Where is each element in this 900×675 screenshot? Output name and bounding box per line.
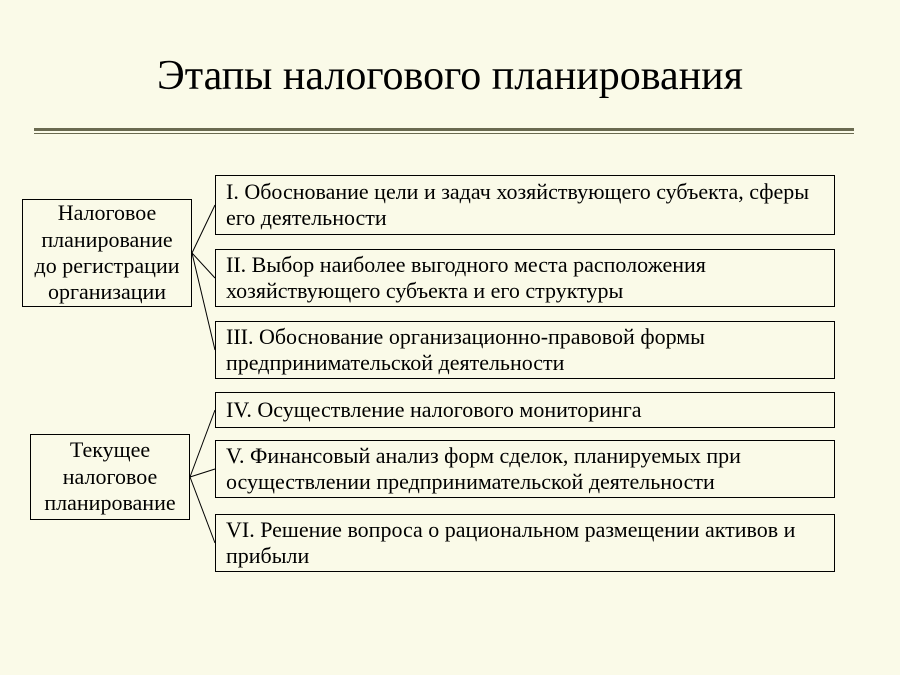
stage-box-r4: IV. Осуществление налогового мониторинга (215, 392, 835, 428)
connector-line-5 (190, 477, 215, 543)
stage-box-r4-label: IV. Осуществление налогового мониторинга (226, 397, 642, 423)
stage-box-r2-label: II. Выбор наиболее выгодного места распо… (226, 252, 824, 305)
connector-line-3 (190, 410, 215, 477)
stage-box-r5: V. Финансовый анализ форм сделок, планир… (215, 440, 835, 498)
stage-box-r6: VI. Решение вопроса о рациональном разме… (215, 514, 835, 572)
stage-box-r3-label: III. Обоснование организационно-правовой… (226, 324, 824, 377)
divider-line-thin (34, 133, 854, 134)
stage-box-r6-label: VI. Решение вопроса о рациональном разме… (226, 517, 824, 570)
connector-line-0 (192, 205, 215, 253)
divider-line-thick (34, 128, 854, 131)
stage-box-r1: I. Обоснование цели и задач хозяйствующе… (215, 175, 835, 235)
stage-box-r1-label: I. Обоснование цели и задач хозяйствующе… (226, 179, 824, 232)
phase-box-left1: Налоговое планирование до регистрации ор… (22, 199, 192, 307)
stage-box-r5-label: V. Финансовый анализ форм сделок, планир… (226, 443, 824, 496)
title-divider (34, 128, 854, 134)
phase-box-left1-label: Налоговое планирование до регистрации ор… (29, 200, 185, 306)
phase-box-left2-label: Текущее налоговое планирование (37, 437, 183, 516)
connector-line-4 (190, 469, 215, 477)
slide-title: Этапы налогового планирования (0, 52, 900, 100)
phase-box-left2: Текущее налоговое планирование (30, 434, 190, 520)
stage-box-r3: III. Обоснование организационно-правовой… (215, 321, 835, 379)
connector-line-2 (192, 253, 215, 350)
stage-box-r2: II. Выбор наиболее выгодного места распо… (215, 249, 835, 307)
connector-line-1 (192, 253, 215, 278)
diagram-canvas: Этапы налогового планирования Налоговое … (0, 0, 900, 675)
